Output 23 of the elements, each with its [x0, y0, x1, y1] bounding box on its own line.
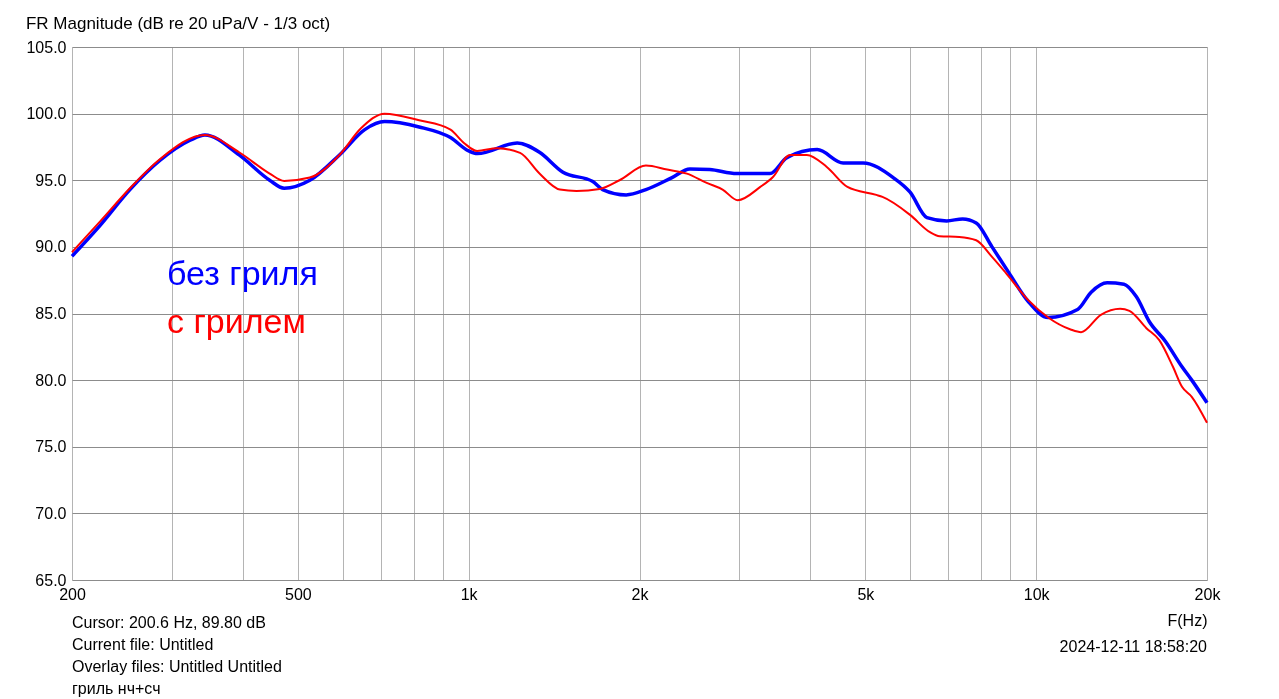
- text: гриль нч+сч: [72, 680, 161, 697]
- chart-title: FR Magnitude (dB re 20 uPa/V - 1/3 oct): [25, 14, 331, 33]
- y-tick-label: 105.0: [26, 38, 67, 56]
- y-tick-label: 80.0: [35, 371, 67, 389]
- x-tick-label: 1k: [460, 585, 479, 603]
- text: Current file: Untitled: [72, 636, 214, 653]
- x-tick-label: 20k: [1194, 585, 1222, 603]
- x-axis-title: F(Hz): [1167, 611, 1208, 629]
- y-tick-label: 95.0: [35, 171, 67, 189]
- text: без гриля: [167, 254, 318, 292]
- y-tick-label: 90.0: [35, 238, 67, 256]
- text: Cursor: 200.6 Hz, 89.80 dB: [72, 614, 266, 631]
- text: 2024-12-11 18:58:20: [1059, 638, 1208, 655]
- x-tick-label: 2k: [631, 585, 650, 603]
- x-tick-label: 500: [284, 585, 312, 603]
- text: Overlay files: Untitled Untitled: [72, 658, 282, 675]
- text: с грилем: [167, 302, 306, 340]
- y-tick-label: 75.0: [35, 438, 67, 456]
- x-tick-label: 5k: [857, 585, 876, 603]
- y-tick-label: 85.0: [35, 305, 67, 322]
- y-tick-label: 70.0: [35, 504, 67, 522]
- y-tick-label: 100.0: [26, 105, 67, 123]
- x-tick-label: 10k: [1023, 585, 1051, 603]
